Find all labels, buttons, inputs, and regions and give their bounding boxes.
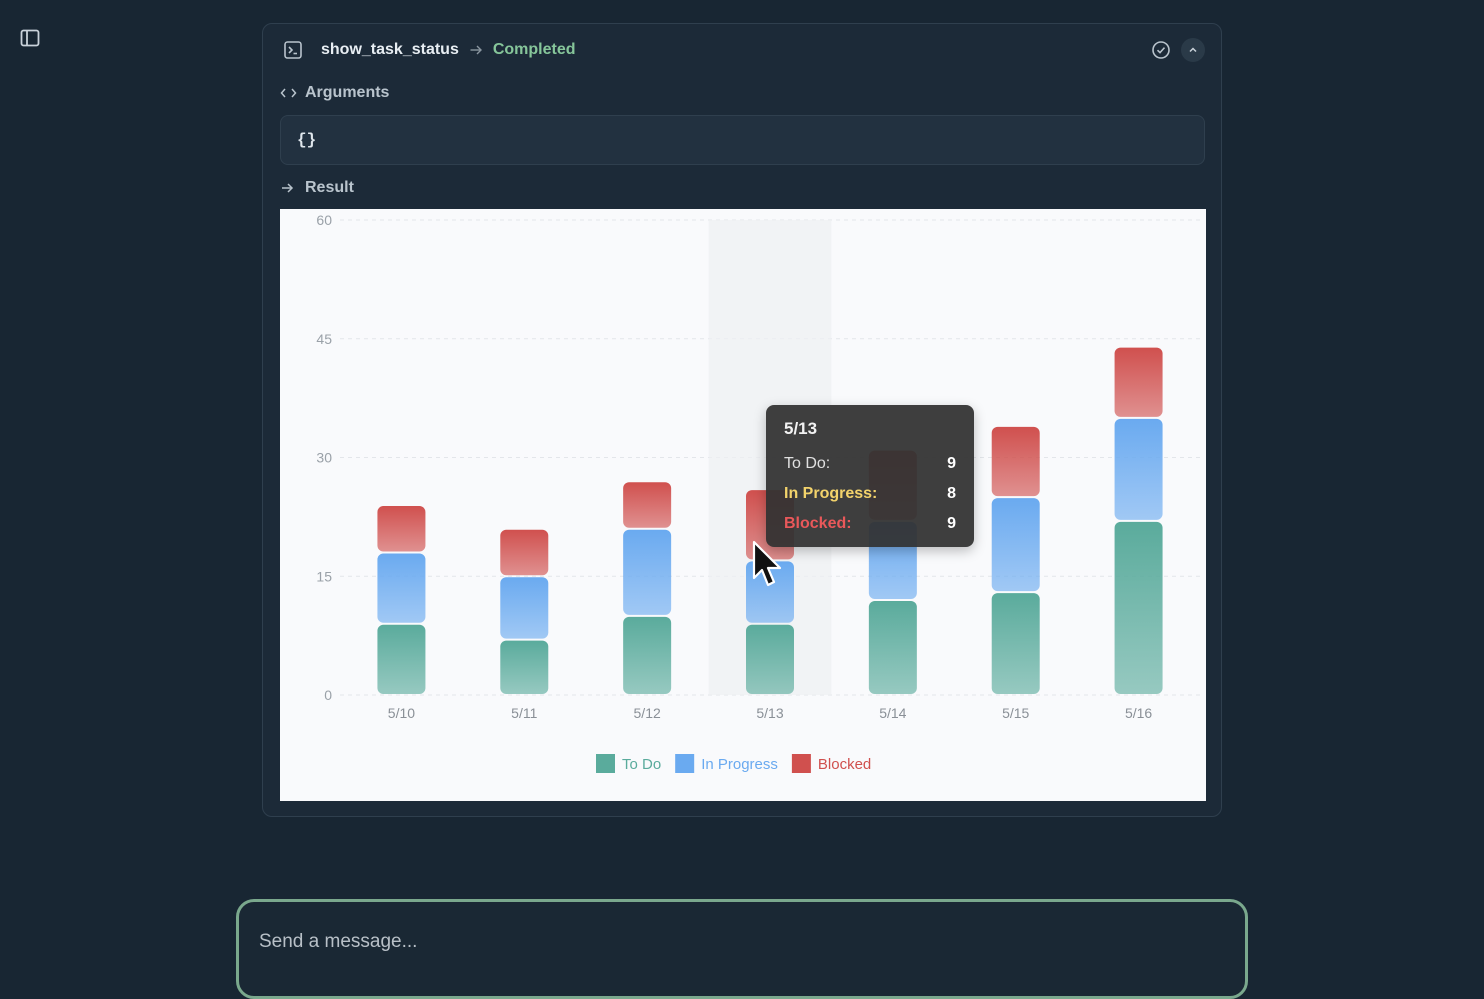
tooltip-row-value: 9 [947,515,956,532]
bar-segment-to-do[interactable] [377,624,426,694]
bar-segment-to-do[interactable] [746,624,794,694]
arguments-label: Arguments [280,84,389,102]
bar-segment-in-progress[interactable] [623,529,672,615]
tool-call-header[interactable]: show_task_status Completed [283,38,1205,62]
bar-segment-to-do[interactable] [1114,521,1163,694]
stacked-bar-chart: 0 15 30 45 60 5/10 5/11 5/12 5/13 5/14 5/15 5/16 To… [316,212,1200,773]
arrow-right-icon [282,183,294,193]
x-tick-label: 5/12 [634,705,661,721]
tooltip-row-label: In Progress: [784,485,878,502]
y-tick-label: 30 [316,450,332,466]
bar-segment-in-progress[interactable] [500,577,549,639]
collapse-button[interactable] [1181,38,1205,62]
bar-segment-in-progress[interactable] [377,553,426,623]
tooltip-row-value: 8 [947,485,956,502]
bar-segment-blocked[interactable] [500,529,549,576]
x-tick-label: 5/14 [879,705,906,721]
legend-label[interactable]: Blocked [818,756,871,773]
tool-call-card: show_task_status Completed Arguments {} [262,23,1222,817]
y-tick-label: 0 [324,687,332,703]
tooltip-row-label: Blocked: [784,515,852,532]
x-tick-label: 5/16 [1125,705,1152,721]
message-composer [236,899,1248,999]
chart-tooltip: 5/13 To Do: 9 In Progress: 8 Blocked: 9 [766,405,974,547]
bar-segment-to-do[interactable] [868,601,917,694]
bar-segment-in-progress[interactable] [746,561,794,623]
check-circle-icon [1152,41,1170,59]
tooltip-row: In Progress: 8 [784,479,956,509]
legend-swatch [596,754,615,773]
result-label-text: Result [305,179,354,196]
legend-label[interactable]: To Do [622,756,661,773]
message-input[interactable] [257,930,1221,954]
arguments-box: {} [280,115,1205,165]
x-tick-label: 5/10 [388,705,415,721]
bar-segment-to-do[interactable] [500,640,549,694]
arguments-value: {} [297,131,317,149]
terminal-icon [284,41,302,59]
mouse-cursor-icon [752,540,782,587]
tool-name: show_task_status [321,41,459,58]
legend-label[interactable]: In Progress [701,756,778,773]
y-tick-label: 60 [316,212,332,228]
x-tick-label: 5/11 [511,705,537,721]
tooltip-row: To Do: 9 [784,449,956,479]
y-tick-label: 15 [316,568,332,584]
tool-status: Completed [492,41,576,58]
x-tick-label: 5/15 [1002,705,1029,721]
result-chart-panel: 0 15 30 45 60 5/10 5/11 5/12 5/13 5/14 5/15 5/16 To… [280,209,1206,801]
result-label: Result [280,179,354,197]
tooltip-row-value: 9 [947,455,956,472]
bar-segment-to-do[interactable] [623,616,672,694]
y-tick-label: 45 [316,331,332,347]
x-tick-label: 5/13 [756,705,783,721]
bar-segment-blocked[interactable] [1114,347,1163,417]
tooltip-row-label: To Do: [784,455,831,472]
bar-segment-to-do[interactable] [991,593,1040,694]
sidebar-toggle-icon[interactable] [20,28,40,48]
legend-swatch [675,754,695,773]
legend-swatch [791,754,811,773]
bar-segment-blocked[interactable] [623,482,672,528]
tooltip-title: 5/13 [784,419,818,438]
bar-segment-in-progress[interactable] [1114,418,1163,520]
bar-segment-in-progress[interactable] [991,498,1040,592]
tooltip-row: Blocked: 9 [784,509,956,539]
chevron-up-icon [1189,47,1197,53]
code-icon [280,88,297,98]
bar-segment-blocked[interactable] [991,426,1040,497]
arrow-right-icon [470,45,482,55]
bar-segment-blocked[interactable] [377,506,426,552]
arguments-label-text: Arguments [305,84,390,101]
